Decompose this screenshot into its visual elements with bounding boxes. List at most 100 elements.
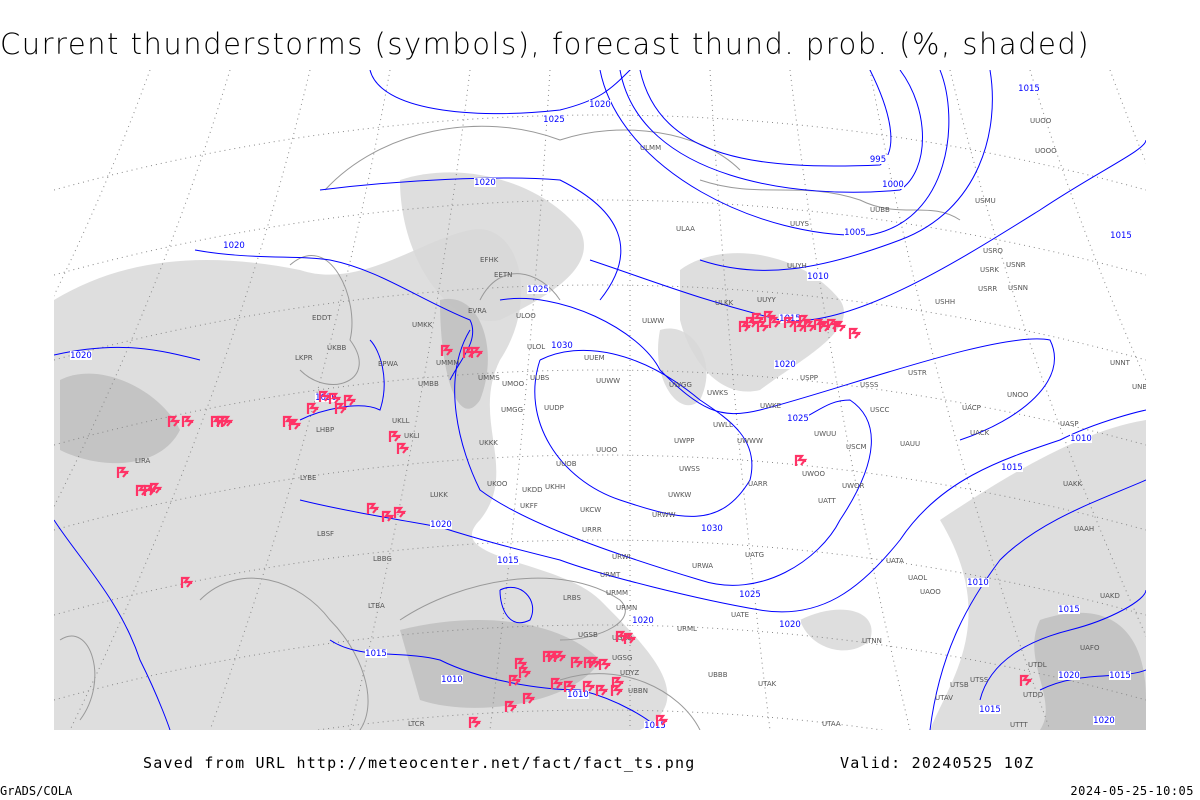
probability-area-high: [1034, 612, 1146, 730]
thunderstorm-symbol: [563, 680, 577, 692]
station-label: ULOL: [527, 343, 545, 351]
station-label: UAOO: [920, 588, 941, 596]
station-label: ULAA: [676, 225, 695, 233]
isobar-label: 995: [870, 155, 886, 165]
isobar-label: 1020: [223, 241, 245, 251]
station-label: UNOO: [1007, 391, 1029, 399]
meridian-line: [209, 70, 391, 730]
station-label: UAAH: [1074, 525, 1094, 533]
parallel-line: [54, 199, 1146, 276]
isobar-label: 1015: [1001, 463, 1023, 473]
isobar-line: [979, 589, 1146, 701]
station-label: UWKS: [707, 389, 729, 397]
thunderstorm-symbol: [518, 666, 532, 678]
station-label: UWKE: [760, 402, 781, 410]
thunderstorm-symbol: [582, 680, 596, 692]
thunderstorm-symbol: [553, 650, 567, 662]
thunderstorm-symbol: [623, 632, 637, 644]
station-label: UTNN: [862, 637, 882, 645]
station-label: UATT: [818, 497, 837, 505]
thunderstorm-symbol: [381, 510, 395, 522]
station-label: UAUU: [900, 440, 920, 448]
thunderstorm-symbol: [288, 418, 302, 430]
thunderstorm-symbol: [220, 415, 234, 427]
station-label: UATG: [745, 551, 764, 559]
isobar-label-background: [497, 556, 519, 565]
probability-area: [54, 229, 668, 730]
isobar-label: 1005: [844, 228, 866, 238]
isobar-label-background: [867, 155, 889, 164]
station-label: URRR: [582, 526, 602, 534]
thunderstorm-symbol: [655, 714, 669, 726]
coastline: [699, 179, 961, 221]
station-label: UWOR: [842, 482, 865, 490]
station-label: UUEM: [584, 354, 605, 362]
isobar-line: [299, 339, 385, 421]
isobar-label: 1020: [70, 351, 92, 361]
map-title: Current thunderstorms (symbols), forecas…: [0, 27, 1091, 61]
isobar-line: [534, 349, 753, 517]
probability-area-high: [400, 620, 600, 708]
coastlines: [59, 125, 961, 730]
isobar-line: [1039, 669, 1146, 691]
thunderstorm-symbol: [388, 430, 402, 442]
thunderstorm-probability-shading: [54, 172, 1146, 730]
isobar-label-background: [632, 616, 654, 625]
station-label: URWA: [692, 562, 713, 570]
isobar-label-background: [527, 285, 549, 294]
station-label: UASP: [1060, 420, 1079, 428]
station-label: UWOO: [802, 470, 826, 478]
isobar-line: [499, 298, 1055, 441]
isobar-label-background: [774, 360, 796, 369]
isobar-label-background: [644, 721, 666, 730]
station-label: UMKK: [412, 321, 433, 329]
station-label: UGSB: [578, 631, 598, 639]
isobar-label-background: [739, 590, 761, 599]
thunderstorm-symbol: [611, 676, 625, 688]
isobar-label-background: [882, 180, 904, 189]
thunderstorm-symbol: [756, 320, 770, 332]
isobar-label: 1015: [1109, 671, 1131, 681]
station-label: EPWA: [378, 360, 398, 368]
meridian-line: [1190, 70, 1200, 730]
coastline: [399, 577, 626, 641]
station-label: USNR: [1006, 261, 1026, 269]
station-label: USMU: [975, 197, 996, 205]
generated-timestamp: 2024-05-25-10:05: [1070, 784, 1194, 798]
station-label: UKCW: [580, 506, 601, 514]
station-label: UNBB: [1132, 383, 1152, 391]
isobar-label: 1015: [644, 721, 666, 731]
station-label: UUYY: [757, 296, 777, 304]
isobar-label: 1015: [979, 705, 1001, 715]
thunderstorm-symbol: [522, 692, 536, 704]
station-label: UKLL: [392, 417, 410, 425]
isobar-label: 1020: [779, 620, 801, 630]
station-label: UTTT: [1010, 721, 1028, 729]
station-label: UKKK: [479, 439, 498, 447]
probability-area: [800, 609, 872, 651]
isobar-label: 1030: [551, 341, 573, 351]
station-label: UUOO: [1030, 117, 1052, 125]
isobar-label-background: [474, 178, 496, 187]
isobar-label-background: [315, 393, 337, 402]
isobar-label: 1025: [543, 115, 565, 125]
station-label: URMM: [606, 589, 628, 597]
station-label: UAFO: [1080, 644, 1100, 652]
isobar-label-background: [1110, 231, 1132, 240]
station-label: ULMM: [640, 144, 661, 152]
station-label: UTDD: [1023, 691, 1043, 699]
probability-area: [400, 172, 584, 321]
station-label: USRO: [983, 247, 1003, 255]
isobar-label-background: [441, 675, 463, 684]
station-label: USCC: [870, 406, 889, 414]
station-label: EETN: [494, 271, 512, 279]
isobar-label-background: [1058, 671, 1080, 680]
thunderstorm-symbol: [180, 576, 194, 588]
station-label: UAOL: [908, 574, 927, 582]
isobar-label-background: [567, 690, 589, 699]
station-label: USPP: [800, 374, 818, 382]
station-label: UKFF: [520, 502, 538, 510]
isobar-line: [619, 70, 923, 193]
station-label: UACK: [970, 429, 990, 437]
